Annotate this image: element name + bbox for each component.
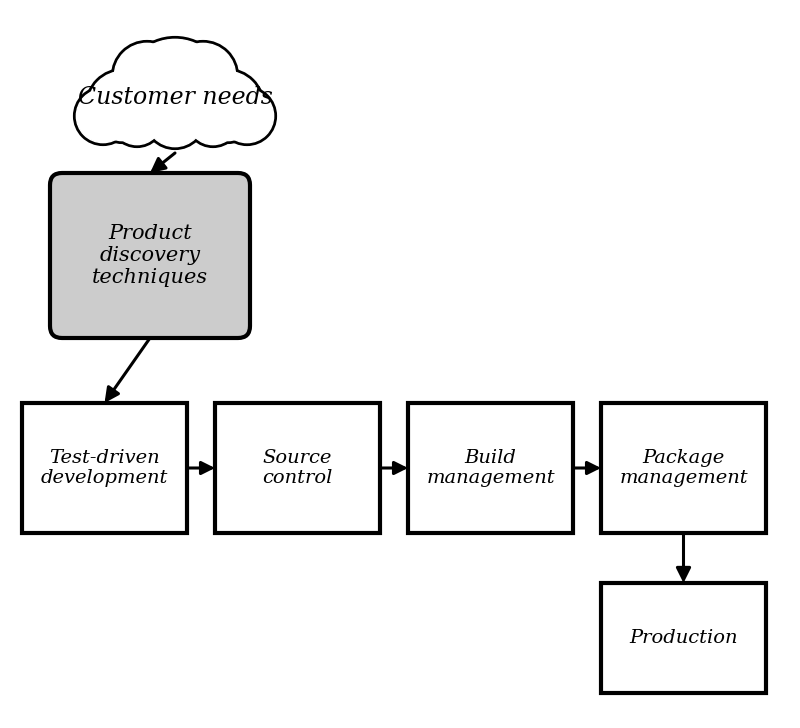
Text: Test-driven
development: Test-driven development [41, 448, 168, 488]
Bar [601, 403, 766, 533]
Circle shape [145, 88, 205, 148]
Bar [22, 403, 187, 533]
Circle shape [191, 70, 263, 142]
Circle shape [192, 71, 262, 141]
Circle shape [111, 94, 163, 146]
Text: Customer needs: Customer needs [78, 87, 273, 109]
Circle shape [112, 95, 162, 145]
Text: Package
management: Package management [619, 448, 748, 488]
Text: Build
management: Build management [426, 448, 555, 488]
Circle shape [188, 95, 238, 145]
Circle shape [76, 90, 130, 143]
Text: Production: Production [630, 629, 738, 647]
Circle shape [170, 44, 236, 108]
Circle shape [88, 71, 158, 141]
Circle shape [75, 88, 131, 144]
Circle shape [124, 39, 226, 141]
Bar [215, 403, 380, 533]
FancyBboxPatch shape [50, 173, 250, 338]
Text: Source
control: Source control [262, 448, 333, 488]
Circle shape [146, 90, 204, 146]
Bar [408, 403, 573, 533]
Circle shape [220, 90, 274, 143]
Circle shape [113, 42, 181, 110]
Circle shape [114, 44, 180, 108]
Circle shape [219, 88, 275, 144]
Circle shape [87, 70, 159, 142]
Circle shape [187, 94, 239, 146]
Text: Product
discovery
techniques: Product discovery techniques [92, 224, 208, 287]
Circle shape [169, 42, 237, 110]
Circle shape [123, 38, 227, 142]
Bar [601, 583, 766, 693]
